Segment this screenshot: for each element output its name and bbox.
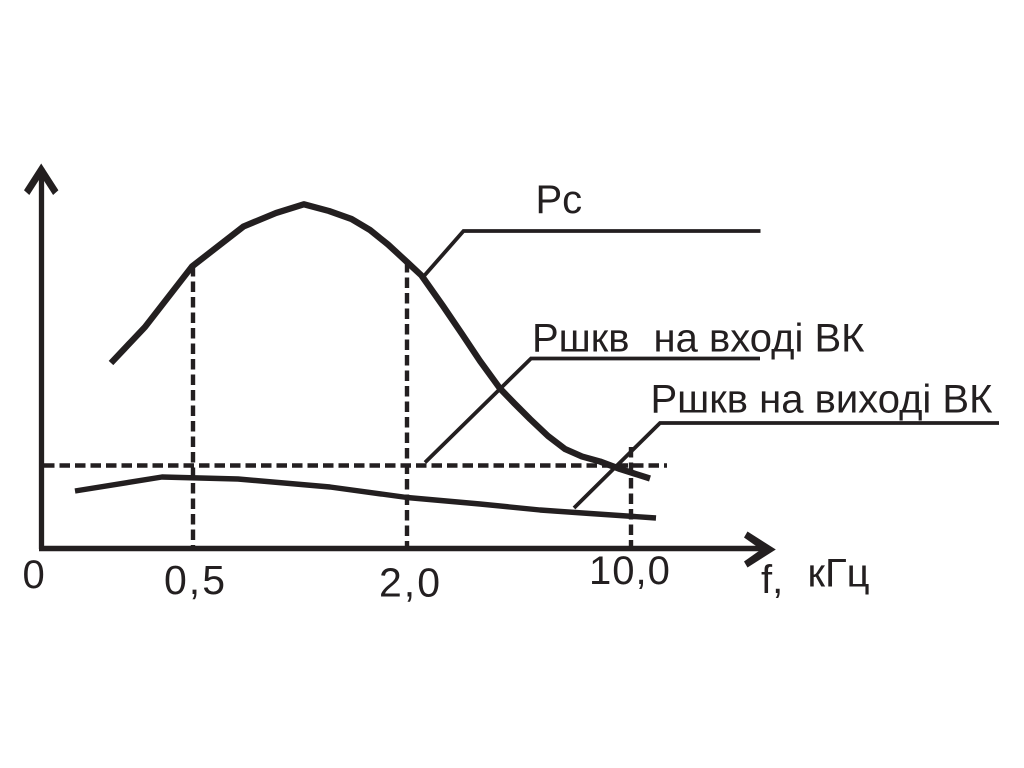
svg-text:кГц: кГц <box>808 552 870 596</box>
svg-text:f,: f, <box>761 558 783 602</box>
svg-text:10,0: 10,0 <box>589 549 671 593</box>
svg-text:Рс: Рс <box>536 178 583 222</box>
svg-text:0: 0 <box>23 553 45 597</box>
svg-text:2,0: 2,0 <box>379 560 442 606</box>
svg-text:0,5: 0,5 <box>164 557 227 603</box>
svg-text:Ршкв на виході ВК: Ршкв на виході ВК <box>651 378 994 422</box>
